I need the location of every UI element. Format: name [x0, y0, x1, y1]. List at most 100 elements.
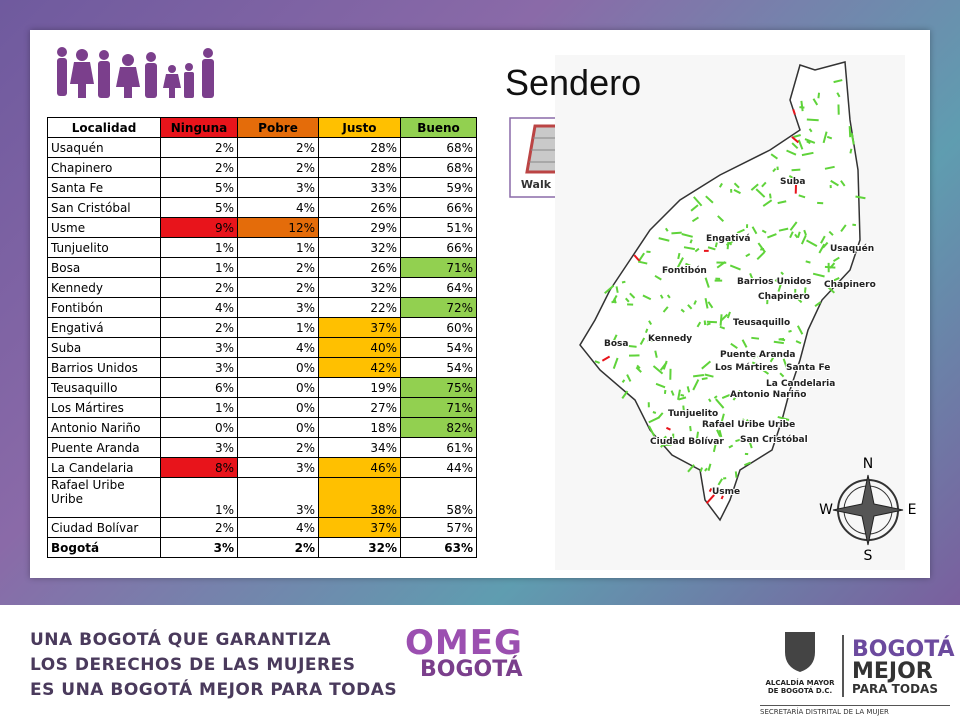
map-path — [773, 340, 784, 345]
map-path — [777, 415, 790, 421]
table-cell: 58% — [400, 477, 477, 518]
table-cell: 28% — [318, 157, 401, 178]
map-path — [756, 251, 766, 261]
table-cell: 0% — [237, 397, 319, 418]
map-path — [658, 435, 667, 445]
map-path — [761, 229, 767, 234]
table-cell: 72% — [400, 297, 477, 318]
map-label: Antonio Nariño — [730, 390, 806, 400]
table-cell: 32% — [318, 277, 401, 298]
map-path — [594, 360, 600, 364]
map-path — [736, 228, 745, 234]
map-path — [689, 239, 693, 244]
table-cell: 4% — [160, 297, 238, 318]
table-cell: San Cristóbal — [47, 197, 161, 218]
map-path — [789, 221, 798, 231]
map-path — [720, 313, 729, 322]
table-row: Antonio Nariño 0% 0% 18% 82% — [47, 417, 477, 438]
map-path — [751, 336, 760, 340]
map-path — [726, 240, 733, 246]
footer-line: LOS DERECHOS DE LAS MUJERES — [30, 655, 356, 675]
map-path — [621, 280, 626, 284]
map-path — [826, 135, 833, 140]
map-path — [612, 357, 619, 369]
map-path — [788, 175, 798, 181]
table-cell: 2% — [160, 517, 238, 538]
table-cell: Chapinero — [47, 157, 161, 178]
map-path — [612, 294, 618, 303]
table-row: Usme 9% 12% 29% 51% — [47, 217, 477, 238]
map-path — [707, 246, 716, 251]
table-cell: 32% — [318, 237, 401, 258]
table-cell: 37% — [318, 317, 401, 338]
map-path — [705, 195, 714, 204]
map-path — [735, 437, 746, 443]
map-path — [681, 233, 693, 238]
map-path — [701, 377, 708, 381]
map-path — [626, 374, 632, 382]
table-cell: 18% — [318, 417, 401, 438]
map-path — [696, 321, 702, 328]
map-path — [750, 183, 759, 191]
map-path — [695, 431, 700, 443]
map-path — [795, 340, 802, 345]
table-row: Engativá 2% 1% 37% 60% — [47, 317, 477, 338]
map-path — [732, 390, 741, 401]
table-cell: 5% — [160, 177, 238, 198]
map-path — [712, 440, 718, 453]
compass-w: W — [819, 502, 833, 518]
map-label: La Candelaria — [766, 379, 835, 389]
map-path — [655, 382, 666, 389]
map-path — [808, 128, 813, 133]
map-path — [757, 242, 767, 253]
map-path — [621, 390, 629, 399]
map-path — [664, 227, 669, 232]
table-cell: 26% — [318, 257, 401, 278]
alcaldia-line: ALCALDÍA MAYOR — [765, 679, 835, 687]
table-cell: Bogotá — [47, 537, 161, 558]
map-path — [682, 337, 686, 342]
table-cell: 1% — [160, 237, 238, 258]
map-path — [800, 100, 804, 112]
map-path — [633, 254, 641, 263]
brand: BOGOTÁ MEJOR PARA TODAS — [852, 637, 955, 696]
map-path — [657, 412, 664, 419]
map-path — [805, 260, 811, 264]
map-path — [818, 243, 826, 254]
map-path — [806, 140, 811, 145]
map-path — [717, 478, 724, 486]
map-path — [611, 300, 616, 304]
table-cell: 0% — [237, 377, 319, 398]
table-row: Bogotá 3% 2% 32% 63% — [47, 537, 477, 558]
map-path — [820, 235, 826, 244]
map-path — [694, 247, 700, 253]
map-path — [660, 336, 670, 343]
map-path — [662, 306, 669, 313]
map-path — [769, 355, 775, 363]
map-path — [704, 467, 708, 472]
map-path — [822, 131, 828, 144]
map-path — [652, 411, 657, 414]
map-path — [637, 260, 648, 265]
brand-line: BOGOTÁ — [852, 637, 955, 662]
slide-title: Sendero — [505, 62, 642, 103]
table-cell: Justo — [318, 117, 401, 138]
map-path — [836, 92, 841, 98]
table-cell: 1% — [160, 257, 238, 278]
table-cell: 0% — [237, 417, 319, 438]
map-label: Teusaquillo — [733, 318, 790, 328]
table-row: Usaquén 2% 2% 28% 68% — [47, 137, 477, 158]
table-cell: 3% — [160, 437, 238, 458]
map-path — [803, 229, 807, 236]
map-paths — [594, 79, 866, 505]
table-row: Bosa 1% 2% 26% 71% — [47, 257, 477, 278]
footer: UNA BOGOTÁ QUE GARANTIZA LOS DERECHOS DE… — [0, 605, 960, 720]
map-path — [779, 338, 786, 342]
table-cell: 82% — [400, 417, 477, 438]
map-path — [726, 311, 731, 319]
compass-n: N — [863, 456, 873, 472]
map-path — [720, 413, 725, 424]
map-label: Santa Fe — [786, 363, 830, 373]
map-path — [708, 398, 712, 403]
map-path — [849, 148, 853, 154]
